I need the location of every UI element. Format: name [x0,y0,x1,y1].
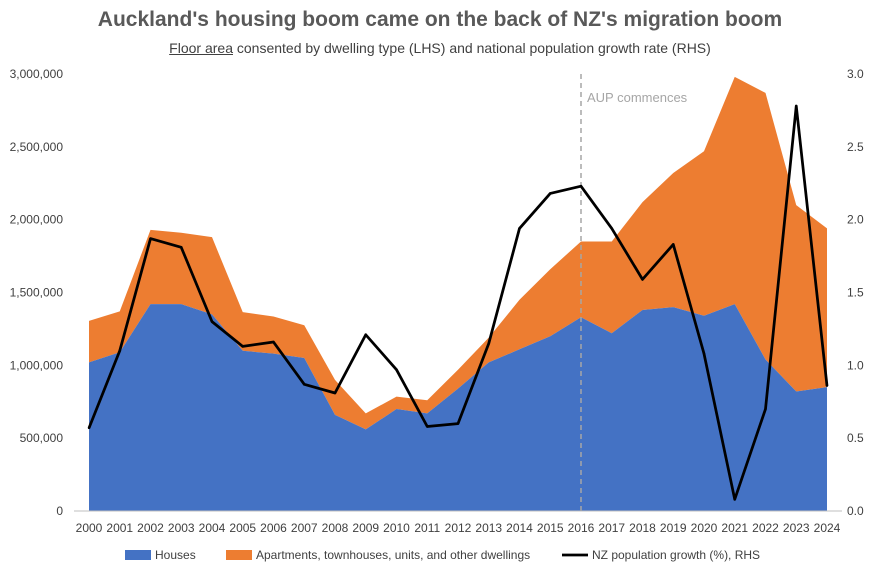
population-point [487,342,490,345]
population-point [149,237,152,240]
y-left-tick-label: 1,000,000 [10,358,64,372]
line-layer [87,104,829,501]
x-tick-label: 2003 [168,521,195,535]
y-left-tick-label: 1,500,000 [10,286,64,300]
x-tick-label: 2007 [291,521,318,535]
x-tick-label: 2012 [445,521,472,535]
y-right-tick-label: 0.0 [847,504,864,518]
x-tick-label: 2000 [76,521,103,535]
population-point [118,349,121,352]
x-tick-label: 2004 [199,521,226,535]
population-point [672,243,675,246]
population-point [549,192,552,195]
legend: Houses Apartments, townhouses, units, and… [125,548,760,562]
population-point [764,407,767,411]
population-point [333,391,337,395]
area-houses [89,304,827,511]
y-left-tick-label: 2,000,000 [10,213,64,227]
population-point [241,345,244,348]
y-axis-left: 0 500,000 1,000,000 1,500,000 2,000,000 2,500… [10,67,64,518]
x-tick-label: 2016 [568,521,595,535]
y-right-tick-label: 2.5 [847,140,864,154]
subtitle-rest: consented by dwelling type (LHS) and nat… [232,40,711,56]
x-tick-label: 2022 [752,521,779,535]
x-tick-label: 2010 [383,521,410,535]
population-point [641,278,644,281]
population-point [180,246,183,249]
population-point [579,184,583,188]
x-tick-label: 2020 [691,521,718,535]
population-point [825,384,829,387]
x-axis: 2000 2001 2002 2003 2004 2005 2006 2007 2008 2009… [74,510,842,535]
y-axis-right: 0.0 0.5 1.0 1.5 2.0 2.5 3.0 [847,67,864,518]
population-point [426,425,429,428]
annotation-layer: AUP commences [580,74,688,511]
x-tick-label: 2018 [629,521,656,535]
y-right-tick-label: 2.0 [847,213,864,227]
x-tick-label: 2015 [537,521,564,535]
x-tick-label: 2024 [814,521,841,535]
legend-swatch-apartments [226,550,252,560]
x-tick-label: 2001 [106,521,133,535]
x-tick-label: 2008 [322,521,349,535]
y-right-tick-label: 1.5 [847,286,864,300]
x-tick-label: 2013 [475,521,502,535]
y-right-tick-label: 1.0 [847,358,864,372]
population-point [702,352,706,355]
x-tick-label: 2006 [260,521,287,535]
y-left-tick-label: 2,500,000 [10,140,64,154]
population-point [733,498,736,501]
population-point [87,426,91,430]
population-point [456,422,460,425]
legend-label-population: NZ population growth (%), RHS [592,548,760,562]
x-tick-label: 2009 [352,521,379,535]
y-left-tick-label: 500,000 [20,431,64,445]
y-right-tick-label: 3.0 [847,67,864,81]
population-point [364,333,367,336]
population-point [210,320,214,323]
population-point [395,368,398,371]
legend-label-apartments: Apartments, townhouses, units, and other… [256,548,530,562]
chart-subtitle: Floor area consented by dwelling type (L… [0,40,880,56]
x-tick-label: 2011 [414,521,440,535]
population-point [795,104,798,108]
y-right-tick-label: 0.5 [847,431,864,445]
chart-title: Auckland's housing boom came on the back… [97,8,783,31]
legend-swatch-houses [125,550,151,560]
subtitle-underlined: Floor area [169,40,233,56]
x-tick-label: 2019 [660,521,687,535]
x-tick-label: 2023 [783,521,810,535]
y-left-tick-label: 3,000,000 [10,67,64,81]
legend-label-houses: Houses [155,548,196,562]
y-left-tick-label: 0 [56,504,63,518]
population-point [303,383,306,386]
population-point [272,340,275,344]
x-tick-label: 2002 [137,521,164,535]
aup-annotation-label: AUP commences [587,90,688,105]
x-tick-label: 2005 [229,521,256,535]
x-tick-label: 2014 [506,521,533,535]
x-tick-label: 2021 [721,521,748,535]
population-point [518,227,521,230]
population-point [610,227,613,230]
x-tick-label: 2017 [598,521,625,535]
